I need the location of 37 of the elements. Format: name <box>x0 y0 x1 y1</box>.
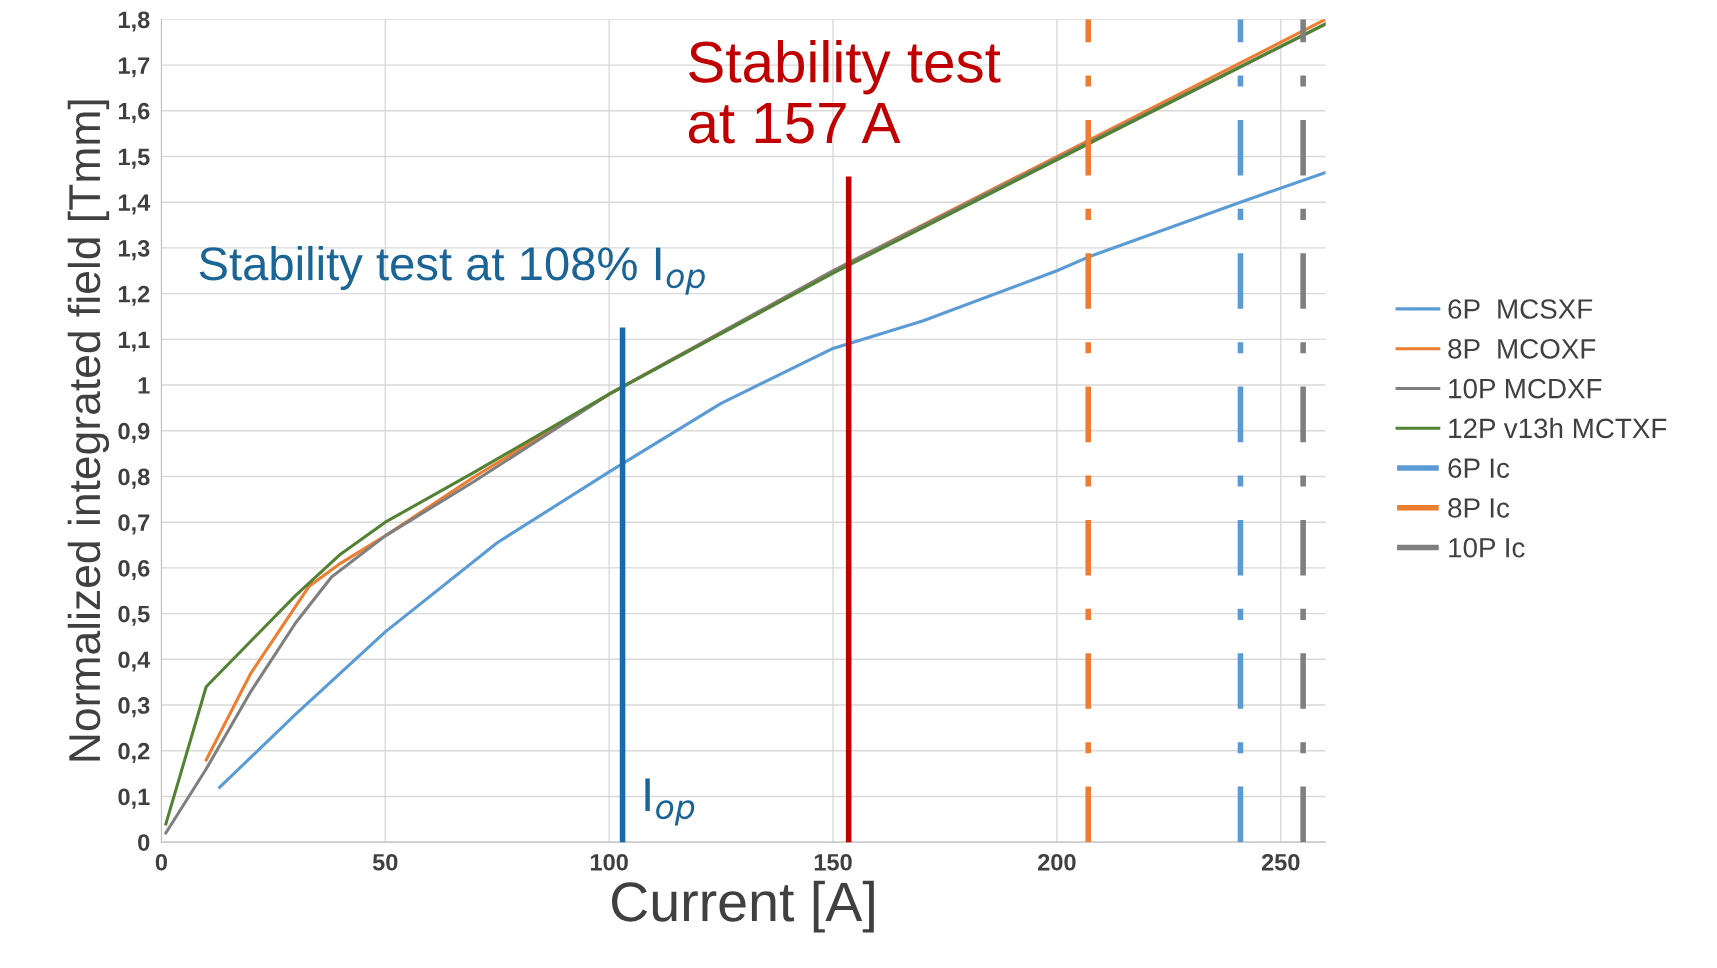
legend-label: 8P MCOXF <box>1448 338 1596 359</box>
legend-label: 6P Ic <box>1448 458 1510 478</box>
x-tick-label: 100 <box>590 853 628 871</box>
legend-label: 12P v13h MCTXF <box>1449 417 1667 439</box>
legend-label: 6P MCSXF <box>1448 299 1593 319</box>
annotation: Stability test at 108% I$_{op}$ <box>199 245 705 295</box>
y-tick-label: 0,9 <box>118 422 150 443</box>
y-tick-label: 0,8 <box>118 468 150 489</box>
y-tick-label: 1,7 <box>118 57 150 78</box>
x-tick-label: 150 <box>814 853 852 871</box>
x-tick-label: 250 <box>1261 853 1300 871</box>
legend-label: 8P Ic <box>1448 498 1510 518</box>
legend-label: 10P MCDXF <box>1449 378 1602 399</box>
y-tick-label: 0,6 <box>118 559 150 581</box>
y-tick-label: 1,5 <box>118 148 150 169</box>
y-tick-label: 0,3 <box>118 697 150 718</box>
y-tick-label: 0,1 <box>118 788 150 809</box>
x-tick-label: 200 <box>1038 853 1076 871</box>
y-tick-label: 1,3 <box>118 239 150 261</box>
x-tick-label: 0 <box>155 853 167 871</box>
y-tick-label: 0 <box>138 834 150 851</box>
y-tick-label: 1,4 <box>118 194 151 215</box>
y-tick-label: 0,7 <box>118 514 150 535</box>
annotation: Stability test at 157 A <box>688 40 1001 144</box>
x-axis-title: Current [A] <box>611 880 874 933</box>
y-tick-label: 1,8 <box>118 11 150 32</box>
annotation: I$_{op}$ <box>645 778 695 826</box>
y-tick-label: 0,4 <box>118 651 151 672</box>
y-tick-label: 1,6 <box>118 102 150 123</box>
x-tick-label: 50 <box>372 853 398 871</box>
y-tick-label: 0,5 <box>118 605 150 626</box>
y-tick-label: 1 <box>138 377 150 394</box>
legend-label: 10P Ic <box>1449 537 1525 558</box>
y-tick-label: 1,1 <box>118 331 150 352</box>
y-axis-title: Normalized integrated field [Tmm] <box>67 100 110 761</box>
y-tick-label: 0,2 <box>118 742 150 763</box>
y-tick-label: 1,2 <box>118 285 150 306</box>
